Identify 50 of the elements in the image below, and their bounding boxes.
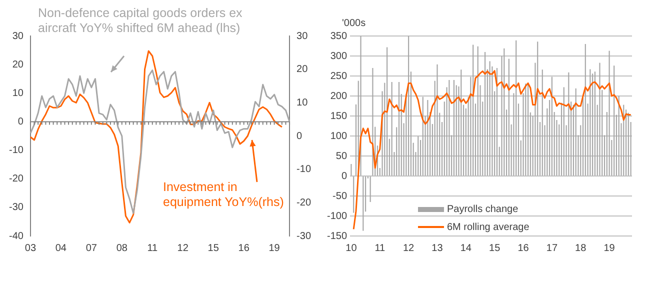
- x-tick-label: 19: [268, 242, 280, 254]
- y-tick-label: -150: [327, 230, 348, 242]
- annotation: Investment in equipment YoY%(rhs): [163, 180, 285, 210]
- x-tick-label: 19: [604, 242, 616, 254]
- legend-label: Payrolls change: [447, 204, 518, 214]
- y2-tick-label: 20: [296, 64, 308, 76]
- y-tick-label: 50: [336, 150, 348, 162]
- y-tick-label: 0: [341, 170, 348, 182]
- y-tick-label: 100: [330, 130, 348, 142]
- y-tick-label: 0: [18, 116, 24, 128]
- y-tick-label: -40: [9, 230, 24, 242]
- y-tick-label: 300: [330, 50, 348, 62]
- x-tick-label: 11: [374, 242, 386, 254]
- y-tick-label: 250: [330, 70, 348, 82]
- x-tick-label: 12: [403, 242, 415, 254]
- x-tick-label: 15: [208, 242, 220, 254]
- x-tick-label: 10: [346, 242, 358, 254]
- y2-tick-label: -20: [296, 197, 312, 208]
- y2-tick-label: -10: [296, 164, 312, 176]
- x-tick-label: 17: [546, 242, 558, 254]
- x-tick-label: 08: [116, 242, 128, 254]
- x-tick-label: 18: [575, 242, 587, 254]
- x-tick-label: 15: [489, 242, 501, 254]
- y-tick-label: 150: [330, 110, 348, 122]
- y-tick-label: -100: [327, 210, 348, 222]
- y-tick-label: 20: [12, 59, 24, 70]
- y-tick-label: 200: [330, 90, 348, 102]
- x-tick-label: 04: [55, 242, 67, 254]
- x-tick-label: 16: [238, 242, 250, 254]
- y-tick-label: -10: [9, 145, 24, 156]
- y-axis-title: '000s: [342, 18, 366, 29]
- y-tick-label: -30: [9, 202, 24, 214]
- y2-tick-label: 10: [296, 97, 308, 108]
- x-tick-label: 03: [24, 242, 36, 254]
- y-tick-label: 350: [330, 30, 348, 42]
- x-tick-label: 14: [460, 242, 472, 254]
- y-tick-label: -50: [332, 190, 348, 202]
- y-tick-label: 30: [12, 30, 24, 42]
- y2-tick-label: 0: [296, 130, 303, 142]
- y-tick-label: -20: [9, 174, 24, 185]
- x-tick-label: 11: [147, 242, 158, 254]
- x-tick-label: 13: [432, 242, 444, 254]
- x-tick-label: 16: [518, 242, 530, 254]
- legend-label: 6M rolling average: [447, 222, 530, 232]
- y2-tick-label: -30: [296, 230, 312, 242]
- x-tick-label: 12: [177, 242, 189, 254]
- x-tick-label: 07: [86, 242, 98, 254]
- text: Non-defence capital goods orders ex aircraft YoY% shifted 6M ahead (lhs): [38, 6, 244, 36]
- y-tick-label: 10: [12, 88, 24, 99]
- y2-tick-label: 30: [296, 30, 308, 42]
